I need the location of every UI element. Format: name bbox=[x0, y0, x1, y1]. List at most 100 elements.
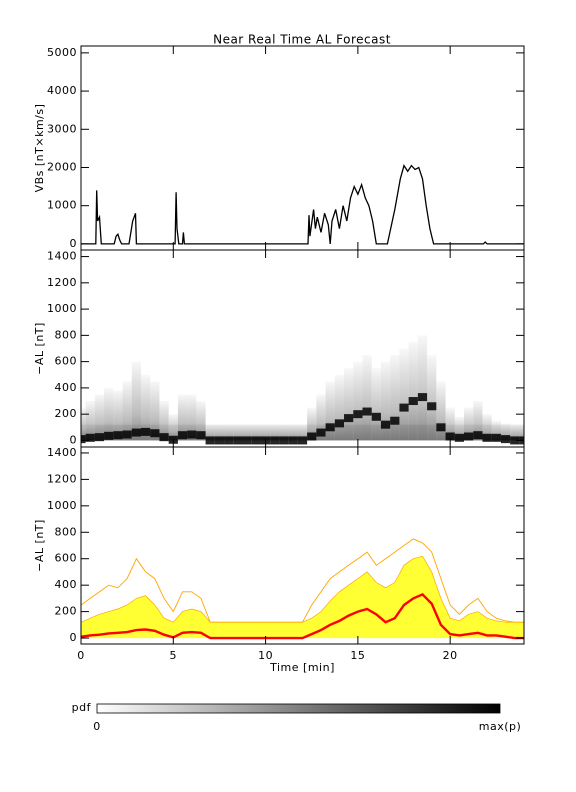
pdf-peak bbox=[325, 423, 335, 432]
pdf-column bbox=[270, 424, 280, 441]
colorbar-max: max(p) bbox=[479, 720, 522, 733]
y-tick-label: 800 bbox=[55, 525, 78, 538]
pdf-peak bbox=[94, 433, 105, 442]
pdf-column bbox=[140, 374, 151, 441]
y-tick-label: 1000 bbox=[47, 499, 77, 512]
pdf-column bbox=[445, 407, 455, 441]
colorbar-min: 0 bbox=[93, 720, 101, 733]
pdf-column bbox=[288, 424, 298, 441]
pdf-column bbox=[344, 368, 354, 441]
x-axis-label: Time [min] bbox=[269, 661, 335, 674]
pdf-column bbox=[436, 381, 446, 441]
y-tick-label: 600 bbox=[55, 552, 78, 565]
pdf-peak bbox=[187, 430, 197, 439]
pdf-peak bbox=[113, 431, 123, 440]
plot-area bbox=[81, 538, 524, 640]
colorbar-label: pdf bbox=[72, 701, 92, 714]
pdf-peak bbox=[427, 402, 437, 411]
pdf-column bbox=[307, 407, 317, 441]
pdf-column bbox=[113, 390, 123, 441]
plot-area bbox=[81, 164, 524, 245]
pdf-peak bbox=[224, 436, 234, 445]
pdf-column bbox=[251, 424, 261, 441]
pdf-peak bbox=[362, 407, 372, 416]
pdf-peak bbox=[510, 436, 520, 445]
pdf-peak bbox=[159, 433, 169, 442]
pdf-column bbox=[464, 407, 474, 441]
pdf-column bbox=[196, 401, 206, 441]
pdf-peak bbox=[316, 428, 326, 437]
pdf-column bbox=[510, 424, 520, 441]
y-tick-label: 400 bbox=[55, 578, 78, 591]
y-tick-label: 0 bbox=[70, 631, 78, 644]
pdf-column bbox=[390, 355, 400, 441]
pdf-column bbox=[224, 424, 234, 441]
pdf-peak bbox=[482, 433, 492, 442]
y-tick-label: 2000 bbox=[47, 160, 77, 173]
pdf-peak bbox=[491, 433, 501, 442]
plot-area bbox=[81, 335, 524, 445]
pdf-peak bbox=[399, 403, 409, 412]
y-tick-label: 200 bbox=[55, 605, 78, 618]
pdf-peak bbox=[214, 436, 225, 445]
pdf-column bbox=[168, 414, 178, 441]
y-tick-label: 1200 bbox=[47, 472, 77, 485]
y-tick-label: 3000 bbox=[47, 122, 77, 135]
pdf-column bbox=[131, 361, 141, 441]
pdf-column bbox=[325, 381, 335, 441]
pdf-column bbox=[233, 424, 243, 441]
pdf-column bbox=[417, 335, 428, 441]
pdf-column bbox=[491, 420, 501, 441]
pdf-column bbox=[205, 424, 215, 441]
pdf-peak bbox=[196, 431, 206, 440]
pdf-column bbox=[122, 381, 132, 441]
pdf-column bbox=[399, 348, 409, 441]
pdf-column bbox=[177, 394, 188, 441]
pdf-column bbox=[214, 424, 225, 441]
pdf-column bbox=[380, 361, 391, 441]
pdf-peak bbox=[436, 423, 446, 432]
y-tick-label: 0 bbox=[70, 433, 78, 446]
y-tick-label: 1000 bbox=[47, 199, 77, 212]
pdf-column bbox=[159, 401, 169, 441]
pdf-column bbox=[473, 401, 483, 441]
pdf-column bbox=[85, 401, 95, 441]
pdf-peak bbox=[81, 435, 86, 444]
pdf-peak bbox=[390, 416, 400, 425]
y-tick-label: 200 bbox=[55, 407, 78, 420]
pdf-peak bbox=[279, 436, 289, 445]
pdf-peak bbox=[334, 419, 345, 428]
chart-title: Near Real Time AL Forecast bbox=[213, 33, 391, 47]
y-tick-label: 4000 bbox=[47, 84, 77, 97]
pdf-column bbox=[353, 361, 363, 441]
y-axis-label: VBs [nT×km/s] bbox=[33, 104, 46, 193]
upper-area bbox=[81, 556, 524, 639]
pdf-peak bbox=[288, 436, 298, 445]
pdf-peak bbox=[177, 431, 188, 440]
pdf-column bbox=[187, 394, 197, 441]
y-axis-label: −AL [nT] bbox=[33, 322, 46, 375]
y-axis-label: −AL [nT] bbox=[33, 519, 46, 572]
pdf-peak bbox=[251, 436, 261, 445]
pdf-column bbox=[94, 394, 105, 441]
panel-frame bbox=[80, 446, 525, 645]
x-tick-label: 0 bbox=[77, 649, 85, 662]
pdf-peak bbox=[380, 420, 391, 429]
vbs-line bbox=[81, 164, 524, 245]
x-tick-label: 10 bbox=[258, 649, 273, 662]
y-tick-label: 600 bbox=[55, 355, 78, 368]
pdf-peak bbox=[122, 430, 132, 439]
upper-line bbox=[81, 555, 524, 623]
pdf-column bbox=[297, 424, 308, 441]
pdf-peak bbox=[473, 431, 483, 440]
y-tick-label: 5000 bbox=[47, 46, 77, 59]
pdf-peak bbox=[297, 436, 308, 445]
pdf-peak bbox=[454, 433, 465, 442]
pdf-peak bbox=[270, 436, 280, 445]
pdf-column bbox=[104, 387, 114, 441]
x-tick-label: 15 bbox=[350, 649, 365, 662]
pdf-peak bbox=[408, 397, 418, 406]
x-tick-label: 20 bbox=[443, 649, 458, 662]
y-tick-label: 1000 bbox=[47, 302, 77, 315]
